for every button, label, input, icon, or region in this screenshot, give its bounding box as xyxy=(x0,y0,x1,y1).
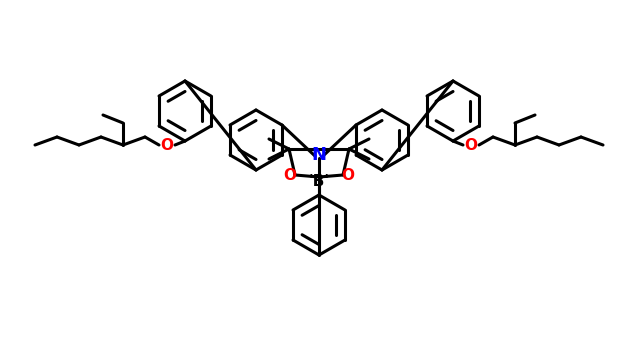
Text: 'B': 'B' xyxy=(309,174,330,190)
Text: O: O xyxy=(284,168,296,183)
Text: O: O xyxy=(160,138,174,152)
Text: N: N xyxy=(311,146,327,164)
Text: O: O xyxy=(341,168,355,183)
Text: O: O xyxy=(465,138,477,152)
